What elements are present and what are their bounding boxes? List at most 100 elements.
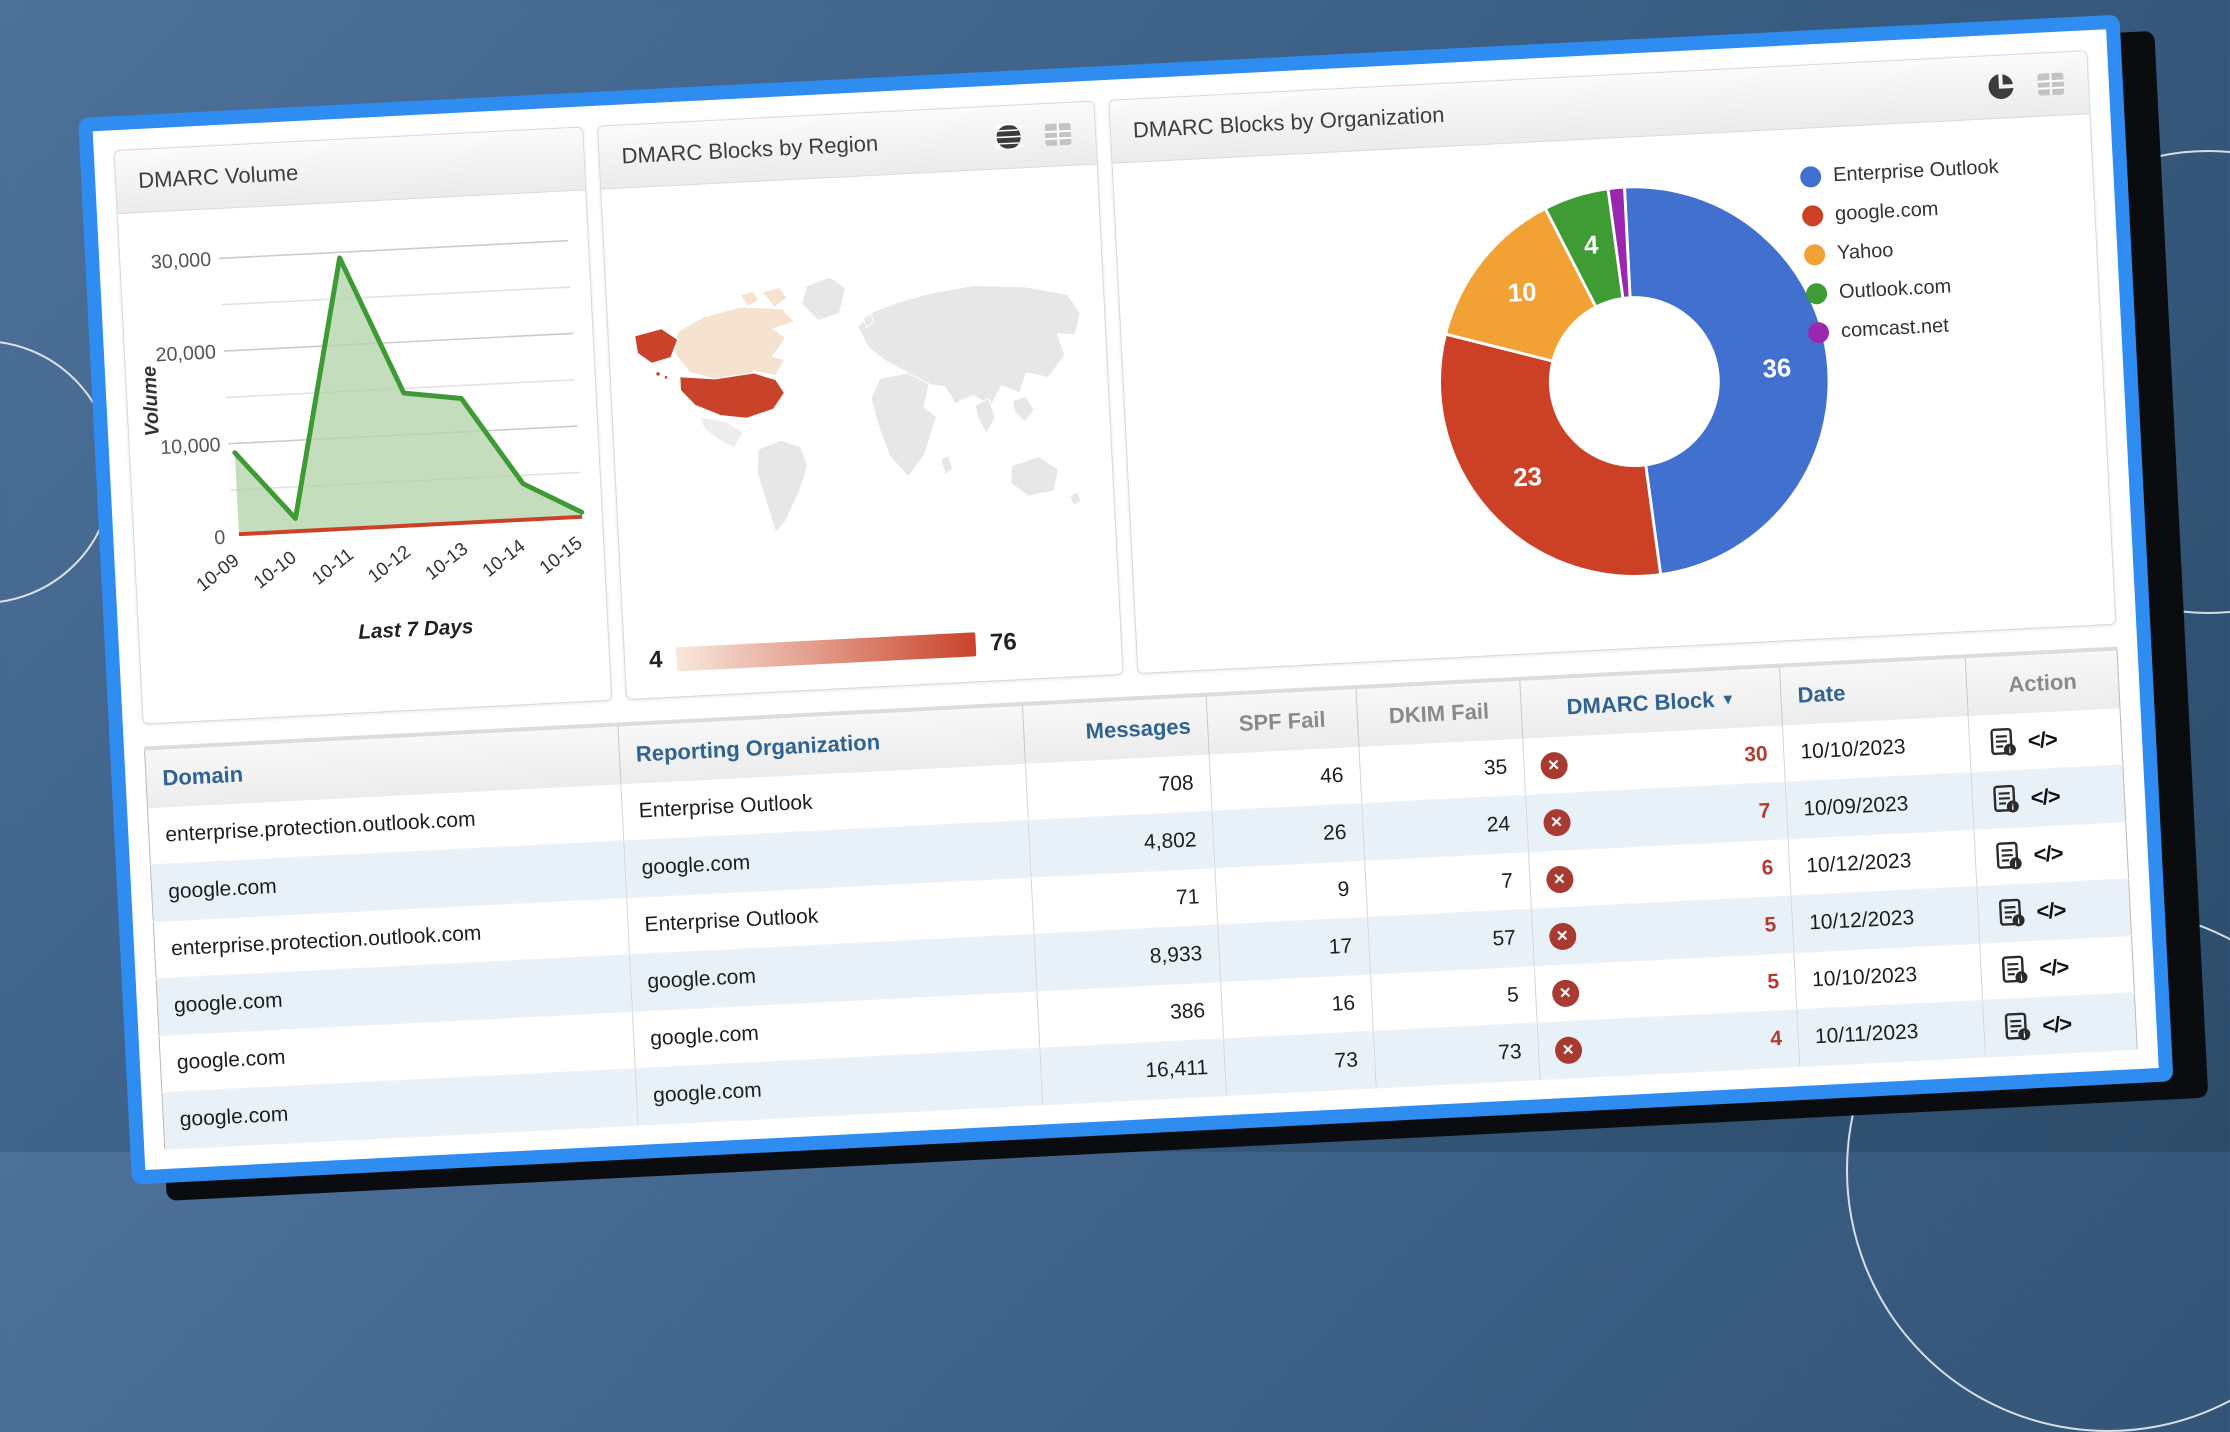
- spf-fail-cell: 46: [1209, 747, 1362, 811]
- panel-dmarc-blocks-by-organization: DMARC Blocks by Organization: [1108, 50, 2116, 674]
- report-details-icon[interactable]: i: [1992, 784, 2019, 815]
- dkim-fail-cell: 57: [1367, 909, 1534, 974]
- x-axis-title: Last 7 Days: [358, 615, 474, 644]
- messages-cell: 8,933: [1034, 925, 1220, 991]
- color-scale-gradient: [676, 632, 977, 671]
- block-x-badge-icon: ✕: [1545, 865, 1573, 893]
- map-united-states[interactable]: [680, 371, 786, 421]
- dmarc-block-count: 30: [1744, 742, 1769, 767]
- report-details-icon[interactable]: i: [1989, 727, 2016, 758]
- y-axis-title: Volume: [138, 365, 164, 437]
- report-details-icon[interactable]: i: [2004, 1011, 2031, 1042]
- desktop-background: { "colors": { "board_border": "#2f8cf0",…: [0, 0, 2230, 1152]
- xml-source-icon[interactable]: </>: [2039, 954, 2069, 981]
- dmarc-block-count: 7: [1758, 799, 1771, 824]
- y-tick-label: 30,000: [150, 249, 211, 274]
- spf-fail-cell: 16: [1220, 974, 1373, 1039]
- map-greenland: [800, 276, 847, 321]
- dmarc-reports-table: Domain Reporting Organization Messages S…: [144, 647, 2138, 1150]
- panel-title: DMARC Volume: [138, 160, 299, 194]
- map-south-america: [756, 439, 811, 533]
- gridline: [219, 241, 568, 259]
- x-tick-label: 10-14: [478, 535, 529, 581]
- dkim-fail-cell: 73: [1373, 1023, 1540, 1088]
- messages-cell: 71: [1031, 868, 1217, 934]
- dmarc-block-count: 5: [1764, 913, 1777, 938]
- date-cell: 10/09/2023: [1786, 773, 1974, 839]
- y-tick-label: 0: [214, 527, 226, 550]
- pie-chart-icon[interactable]: [1985, 71, 2016, 102]
- xml-source-icon[interactable]: </>: [2030, 784, 2060, 811]
- date-cell: 10/10/2023: [1783, 716, 1971, 782]
- map-australia: [1009, 456, 1060, 498]
- dmarc-block-count: 6: [1761, 856, 1774, 881]
- report-details-icon[interactable]: i: [1995, 841, 2022, 872]
- legend-item[interactable]: google.com: [1802, 191, 2053, 229]
- svg-text:i: i: [2023, 1030, 2026, 1040]
- globe-icon[interactable]: [992, 121, 1023, 152]
- table-view-icon[interactable]: [1042, 119, 1073, 150]
- map-alaska[interactable]: [634, 328, 679, 364]
- donut-slice-google-com[interactable]: [1437, 324, 1661, 586]
- column-header-date[interactable]: Date: [1780, 656, 1968, 725]
- column-header-action[interactable]: Action: [1965, 649, 2120, 717]
- messages-cell: 4,802: [1028, 811, 1214, 877]
- y-tick-label: 20,000: [155, 341, 216, 366]
- legend-swatch: [1800, 166, 1822, 188]
- map-mexico: [699, 415, 744, 450]
- svg-text:i: i: [2014, 859, 2017, 869]
- panel-dmarc-blocks-by-region: DMARC Blocks by Region: [597, 101, 1123, 700]
- sort-descending-icon: ▼: [1720, 691, 1736, 709]
- legend-item[interactable]: Outlook.com: [1806, 269, 2057, 307]
- legend-label: google.com: [1835, 197, 1940, 227]
- spf-fail-cell: 73: [1223, 1031, 1376, 1096]
- map-madagascar: [941, 455, 954, 475]
- block-x-badge-icon: ✕: [1554, 1036, 1582, 1064]
- panel-title: DMARC Blocks by Region: [621, 131, 879, 170]
- table-view-icon[interactable]: [2035, 68, 2066, 99]
- action-cell: i </>: [1977, 879, 2132, 944]
- column-header-spf-fail[interactable]: SPF Fail: [1206, 687, 1359, 755]
- legend-label: comcast.net: [1840, 314, 1949, 344]
- map-canada[interactable]: [672, 304, 797, 386]
- map-canada-islands: [740, 290, 759, 307]
- xml-source-icon[interactable]: </>: [2033, 841, 2063, 868]
- report-details-icon[interactable]: i: [1998, 898, 2025, 929]
- dmarc-block-count: 4: [1770, 1027, 1783, 1052]
- legend-label: Enterprise Outlook: [1833, 155, 2000, 188]
- xml-source-icon[interactable]: </>: [2036, 897, 2066, 924]
- spf-fail-cell: 26: [1212, 803, 1365, 868]
- map-canada-islands: [762, 287, 788, 308]
- map-africa: [870, 372, 940, 479]
- map-se-asia: [1012, 396, 1035, 423]
- spf-fail-cell: 9: [1214, 860, 1367, 925]
- dkim-fail-cell: 35: [1359, 739, 1526, 804]
- x-tick-label: 10-09: [192, 549, 243, 595]
- legend-swatch: [1804, 244, 1826, 266]
- block-x-badge-icon: ✕: [1542, 808, 1570, 836]
- legend-item[interactable]: Enterprise Outlook: [1800, 152, 2051, 190]
- report-details-icon[interactable]: i: [2001, 954, 2028, 985]
- messages-cell: 386: [1037, 982, 1223, 1048]
- action-cell: i </>: [1968, 708, 2123, 772]
- map-new-zealand: [1070, 492, 1081, 506]
- scale-max-label: 76: [989, 628, 1017, 657]
- xml-source-icon[interactable]: </>: [2042, 1011, 2072, 1038]
- slice-value-label: 23: [1513, 463, 1543, 492]
- legend-item[interactable]: Yahoo: [1804, 230, 2055, 268]
- xml-source-icon[interactable]: </>: [2027, 727, 2057, 754]
- map-india: [975, 398, 996, 434]
- gridline: [221, 287, 570, 305]
- messages-cell: 708: [1025, 755, 1211, 821]
- date-cell: 10/12/2023: [1791, 886, 1979, 952]
- dmarc-block-count: 5: [1767, 970, 1780, 995]
- column-header-dkim-fail[interactable]: DKIM Fail: [1356, 679, 1523, 747]
- date-cell: 10/12/2023: [1788, 829, 1976, 895]
- column-header-messages[interactable]: Messages: [1022, 695, 1208, 764]
- legend-item[interactable]: comcast.net: [1807, 308, 2058, 346]
- panel-title: DMARC Blocks by Organization: [1132, 102, 1445, 144]
